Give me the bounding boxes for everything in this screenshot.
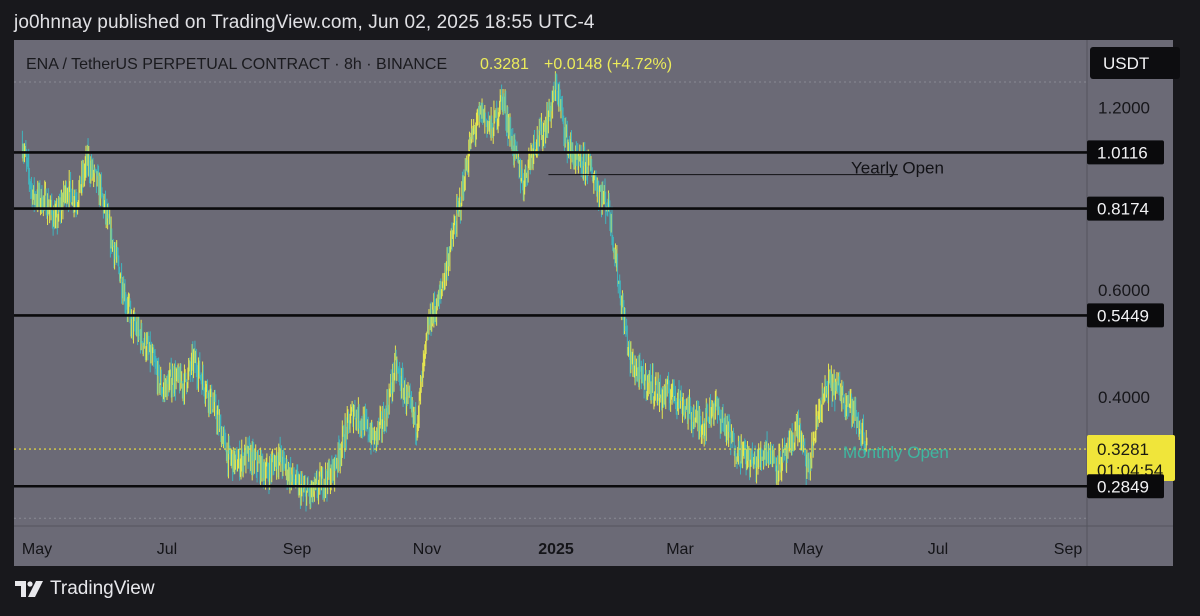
price-tick-0: 1.2000 [1098,98,1150,117]
yearly-open-label: Yearly Open [851,159,944,178]
level-label-0: 1.0116 [1097,143,1148,162]
currency-button-label: USDT [1103,54,1149,73]
legend-symbol[interactable]: ENA / TetherUS PERPETUAL CONTRACT · 8h ·… [26,56,447,73]
time-tick-3: Nov [413,541,441,558]
time-tick-0: May [22,541,52,558]
monthly-open-label: Monthly Open [843,443,949,462]
level-label-1: 0.8174 [1097,200,1149,219]
level-box-4 [1087,474,1164,499]
time-tick-6: May [793,541,823,558]
time-tick-8: Sep [1054,541,1083,558]
tradingview-logo-icon [15,581,43,597]
time-tick-4: 2025 [538,541,574,558]
legend: ENA / TetherUS PERPETUAL CONTRACT · 8h ·… [26,56,672,73]
time-tick-1: Jul [157,541,177,558]
level-label-4: 0.2849 [1097,477,1149,496]
level-box-1 [1087,196,1164,221]
time-tick-7: Jul [928,541,948,558]
currency-button[interactable]: USDT [1090,47,1180,79]
price-tick-1: 0.6000 [1098,281,1150,300]
time-axis[interactable] [14,526,1173,566]
level-box-0 [1087,140,1164,165]
publisher-line: jo0hnnay published on TradingView.com, J… [14,12,595,33]
current-price-box [1087,435,1175,482]
legend-change: +0.0148 (+4.72%) [544,56,672,73]
time-tick-5: Mar [666,541,694,558]
footer-brand: TradingView [50,578,155,599]
current-price-label: 0.3281 [1097,440,1149,459]
level-box-2 [1087,303,1164,328]
level-label-2: 0.5449 [1097,306,1149,325]
price-tick-2: 0.4000 [1098,388,1150,407]
tradingview-footer[interactable]: TradingView [14,578,155,600]
legend-price: 0.3281 [480,56,529,73]
time-tick-2: Sep [283,541,312,558]
